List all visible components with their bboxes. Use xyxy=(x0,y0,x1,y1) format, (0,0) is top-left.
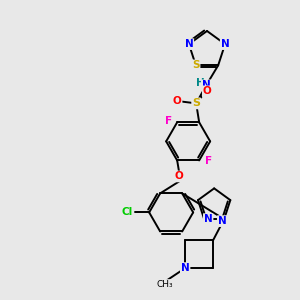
Text: O: O xyxy=(175,171,184,182)
Text: N: N xyxy=(202,80,211,90)
Text: CH₃: CH₃ xyxy=(157,280,173,289)
Text: F: F xyxy=(165,116,172,126)
Text: H: H xyxy=(196,78,205,88)
Text: O: O xyxy=(203,86,212,96)
Text: S: S xyxy=(192,98,200,108)
Text: N: N xyxy=(221,39,230,49)
Text: Cl: Cl xyxy=(122,207,133,218)
Text: N: N xyxy=(204,214,213,224)
Text: N: N xyxy=(218,216,226,226)
Text: O: O xyxy=(173,96,182,106)
Text: N: N xyxy=(181,263,190,273)
Text: N: N xyxy=(184,39,193,49)
Text: S: S xyxy=(192,60,200,70)
Text: F: F xyxy=(205,156,212,167)
